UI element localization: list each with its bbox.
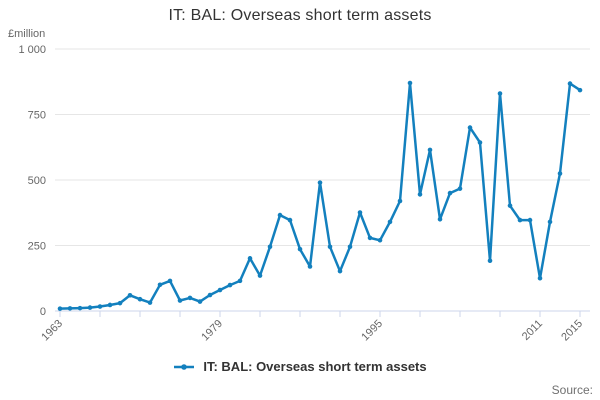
data-point-marker[interactable]: [557, 171, 563, 176]
y-tick-label: 250: [28, 241, 46, 253]
y-tick-label: 500: [28, 175, 46, 187]
data-point-marker[interactable]: [387, 219, 393, 225]
x-tick-label: 2011: [520, 318, 545, 343]
data-point-marker[interactable]: [497, 91, 503, 96]
data-point-marker[interactable]: [407, 80, 413, 86]
x-tick-label: 1963: [39, 318, 65, 344]
data-point-marker[interactable]: [567, 81, 573, 86]
data-point-marker[interactable]: [187, 295, 193, 301]
data-point-marker[interactable]: [157, 282, 163, 288]
data-point-marker[interactable]: [377, 237, 383, 243]
data-point-marker[interactable]: [167, 278, 173, 284]
data-point-marker[interactable]: [477, 140, 483, 145]
data-point-marker[interactable]: [147, 300, 153, 305]
data-point-marker[interactable]: [217, 287, 223, 293]
x-tick-label: 1995: [359, 318, 385, 344]
series-line: [58, 81, 582, 310]
data-point-marker[interactable]: [227, 282, 233, 288]
data-point-marker[interactable]: [97, 304, 103, 309]
y-tick-label: 1 000: [18, 44, 46, 56]
data-point-marker[interactable]: [117, 300, 123, 306]
data-point-marker[interactable]: [357, 210, 363, 215]
data-point-marker[interactable]: [537, 275, 543, 281]
data-point-marker[interactable]: [367, 235, 373, 241]
data-point-marker[interactable]: [487, 258, 493, 263]
data-point-marker[interactable]: [307, 264, 313, 269]
data-point-marker[interactable]: [447, 190, 453, 196]
data-point-marker[interactable]: [347, 244, 353, 250]
data-point-marker[interactable]: [207, 292, 213, 298]
data-point-marker[interactable]: [247, 256, 253, 261]
x-tick-label: 2015: [559, 318, 585, 344]
y-tick-label: 0: [40, 306, 46, 318]
plot-area: 0 250 500 750 1 000 1963 1979 1995 2011 2015: [18, 44, 590, 344]
data-point-marker[interactable]: [297, 246, 303, 252]
data-point-marker[interactable]: [137, 296, 143, 302]
data-point-marker[interactable]: [197, 299, 203, 304]
y-axis-unit-label: £million: [8, 28, 46, 40]
data-point-marker[interactable]: [507, 203, 513, 208]
data-point-marker[interactable]: [577, 87, 583, 93]
data-point-marker[interactable]: [127, 292, 133, 298]
data-point-marker[interactable]: [437, 217, 443, 222]
data-point-marker[interactable]: [467, 125, 473, 130]
data-point-marker[interactable]: [317, 180, 323, 185]
data-point-marker[interactable]: [337, 268, 343, 274]
y-tick-label: 750: [28, 110, 46, 122]
data-point-marker[interactable]: [77, 305, 83, 311]
data-point-marker[interactable]: [517, 217, 523, 223]
data-point-marker[interactable]: [527, 217, 533, 223]
data-point-marker[interactable]: [417, 192, 423, 197]
x-tick-label: 1979: [199, 318, 225, 344]
data-point-marker[interactable]: [67, 306, 73, 311]
chart-title: IT: BAL: Overseas short term assets: [168, 7, 432, 24]
data-point-marker[interactable]: [107, 302, 113, 308]
data-point-marker[interactable]: [397, 198, 403, 204]
data-point-marker[interactable]: [327, 244, 333, 250]
data-point-marker[interactable]: [237, 278, 243, 284]
data-point-marker[interactable]: [267, 244, 273, 250]
data-point-marker[interactable]: [457, 186, 463, 191]
data-point-marker[interactable]: [177, 298, 183, 303]
data-point-marker[interactable]: [87, 305, 93, 310]
legend-item[interactable]: IT: BAL: Overseas short term assets: [0, 359, 600, 374]
data-point-marker[interactable]: [57, 306, 63, 311]
legend-label: IT: BAL: Overseas short term assets: [203, 359, 427, 374]
data-point-marker[interactable]: [257, 273, 263, 278]
data-point-marker[interactable]: [547, 219, 553, 225]
source-label: Source:: [551, 383, 593, 397]
data-point-marker[interactable]: [287, 217, 293, 223]
data-point-marker[interactable]: [277, 212, 283, 218]
data-point-marker[interactable]: [427, 147, 433, 153]
legend-line-marker-icon: [174, 363, 195, 370]
